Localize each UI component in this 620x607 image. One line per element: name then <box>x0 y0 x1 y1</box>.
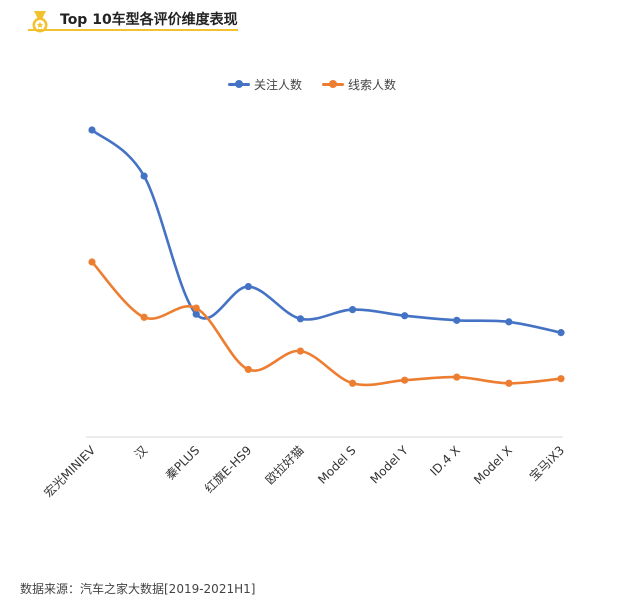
series-1-point-6 <box>348 305 357 314</box>
series-2-point-7 <box>401 376 409 384</box>
series-1-point-2 <box>140 172 148 180</box>
x-tick-label: Model S <box>315 443 358 486</box>
legend-label-series-1: 关注人数 <box>254 77 303 92</box>
series-2-point-2 <box>140 313 148 321</box>
series-2-point-1 <box>88 258 96 266</box>
x-tick-label: 欧拉好猫 <box>262 443 307 488</box>
series-2-point-5 <box>296 347 305 355</box>
series-1-line <box>90 128 563 334</box>
series-1-point-5 <box>296 315 305 323</box>
series-1-point-8 <box>453 316 461 324</box>
medal-icon <box>32 11 48 33</box>
legend-label-series-2: 线索人数 <box>348 77 397 92</box>
series-2-line <box>90 260 563 387</box>
x-tick-label: Model X <box>471 443 515 487</box>
series-1-point-9 <box>505 318 513 326</box>
title-underline <box>28 29 238 31</box>
series-2-point-8 <box>453 373 461 381</box>
series-2-point-9 <box>505 379 513 387</box>
x-tick-label: 秦PLUS <box>163 443 202 482</box>
x-tick-label: 宏光MINIEV <box>41 442 99 500</box>
legend-swatch-series-1 <box>228 78 250 90</box>
series-1-point-7 <box>401 312 409 320</box>
x-tick-label: 宝马iX3 <box>527 443 567 483</box>
series-1-point-10 <box>557 329 565 337</box>
x-tick-label: 红旗E-HS9 <box>201 443 254 496</box>
series-1-point-3 <box>192 310 200 318</box>
page-title: Top 10车型各评价维度表现 <box>60 12 238 28</box>
series-2-point-6 <box>348 379 357 387</box>
title-block: Top 10车型各评价维度表现 <box>24 8 238 36</box>
x-tick-label: ID.4 X <box>427 443 463 479</box>
series-1-point-1 <box>88 126 96 134</box>
legend-swatch-series-2 <box>322 78 345 90</box>
x-tick-label: 汉 <box>132 443 150 461</box>
data-source-note: 数据来源：汽车之家大数据[2019-2021H1] <box>20 582 256 596</box>
x-tick-label: Model Y <box>368 443 412 487</box>
series-2-point-3 <box>192 304 200 312</box>
legend-item-series-1: 关注人数 <box>228 76 302 93</box>
legend-item-series-2: 线索人数 <box>322 76 396 93</box>
series-1-point-4 <box>244 282 252 291</box>
series-2-point-10 <box>557 375 565 383</box>
series-2-point-4 <box>244 365 252 374</box>
chart-legend: 关注人数 线索人数 <box>228 74 416 94</box>
